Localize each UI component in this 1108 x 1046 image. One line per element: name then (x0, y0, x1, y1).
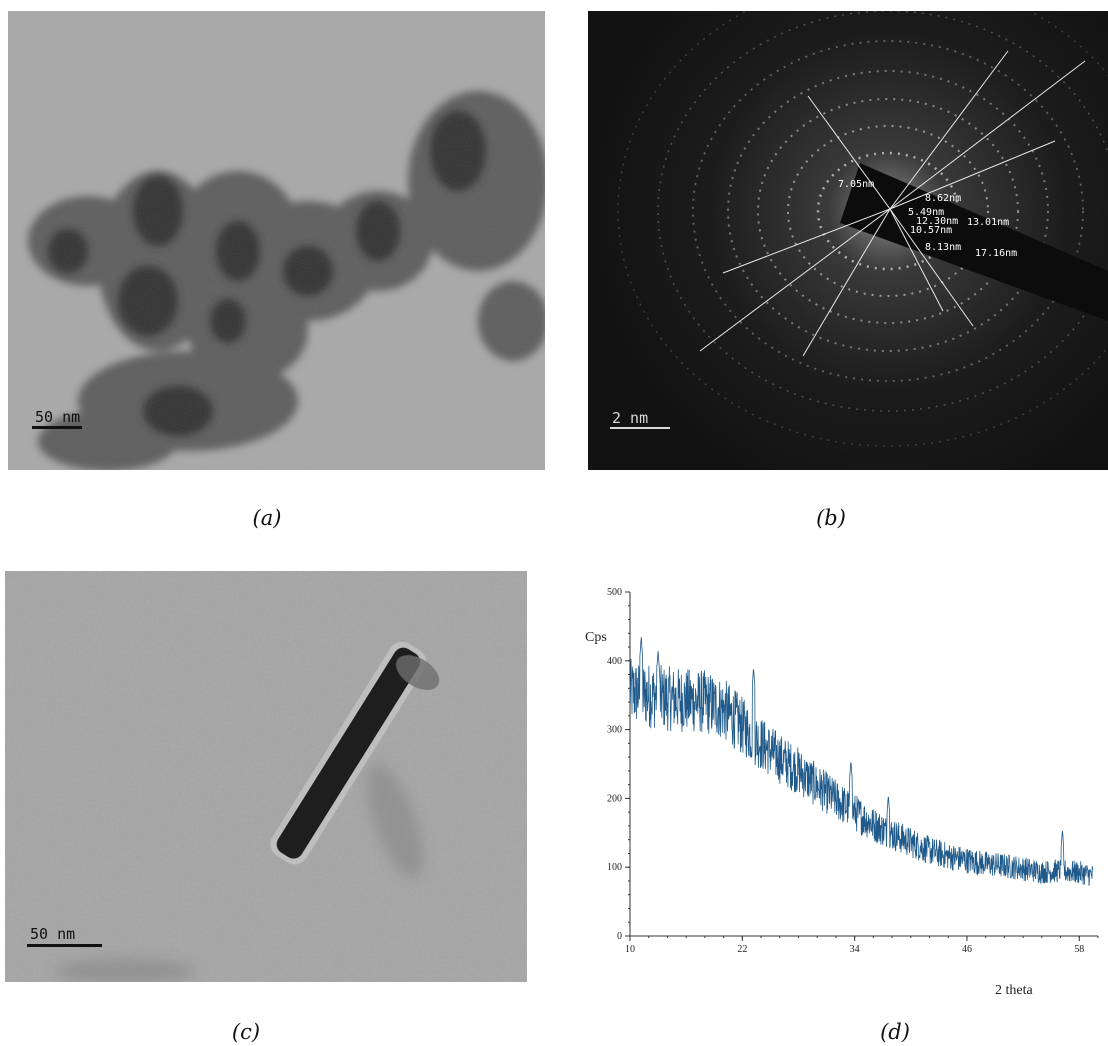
y-tick-label: 500 (607, 587, 622, 598)
x-tick-label: 58 (1074, 944, 1084, 955)
d-spacing-label: 8.62nm (925, 193, 962, 204)
y-tick-label: 200 (607, 793, 622, 804)
panel-c-tem-image: 50 nm (5, 571, 527, 982)
xrd-plot: 0 100 200 300 400 500 10 22 34 46 58 (607, 587, 1099, 955)
y-tick-label: 100 (607, 862, 622, 873)
x-tick-label: 10 (625, 944, 635, 955)
y-tick-label: 300 (607, 725, 622, 736)
scale-bar-line (610, 427, 670, 429)
d-spacing-label: 10.57nm (910, 225, 953, 236)
caption-a: (a) (252, 506, 282, 530)
scale-bar-line (32, 426, 82, 429)
x-tick-label: 22 (737, 944, 747, 955)
scale-bar-label: 50 nm (35, 408, 81, 426)
scale-bar-line (27, 944, 102, 947)
x-tick-label: 46 (962, 944, 972, 955)
y-axis-label: Cps (585, 630, 607, 645)
y-tick-label: 0 (617, 931, 622, 942)
d-spacing-label: 13.01nm (967, 217, 1010, 228)
x-axis-label: 2 theta (995, 983, 1033, 998)
d-spacing-label: 7.05nm (838, 179, 875, 190)
panel-b-diffraction-pattern: 7.05nm 8.62nm 5.49nm 12.30nm 13.01nm 10.… (588, 11, 1108, 470)
y-tick-label: 400 (607, 656, 622, 667)
caption-d: (d) (880, 1020, 910, 1044)
d-spacing-label: 17.16nm (975, 248, 1018, 259)
panel-a-tem-image: 50 nm (8, 11, 545, 470)
d-spacing-label: 5.49nm (908, 207, 945, 218)
caption-c: (c) (231, 1020, 261, 1044)
caption-b: (b) (816, 506, 846, 530)
d-spacing-label: 8.13nm (925, 242, 962, 253)
panel-d-xrd-chart: 0 100 200 300 400 500 10 22 34 46 58 Cps 2 theta (580, 580, 1108, 1010)
x-tick-label: 34 (850, 944, 860, 955)
d-spacing-label: 12.30nm (916, 216, 959, 227)
scale-bar-label: 2 nm (612, 409, 649, 427)
scale-bar-label: 50 nm (30, 925, 76, 943)
xrd-series-line (629, 636, 1094, 886)
